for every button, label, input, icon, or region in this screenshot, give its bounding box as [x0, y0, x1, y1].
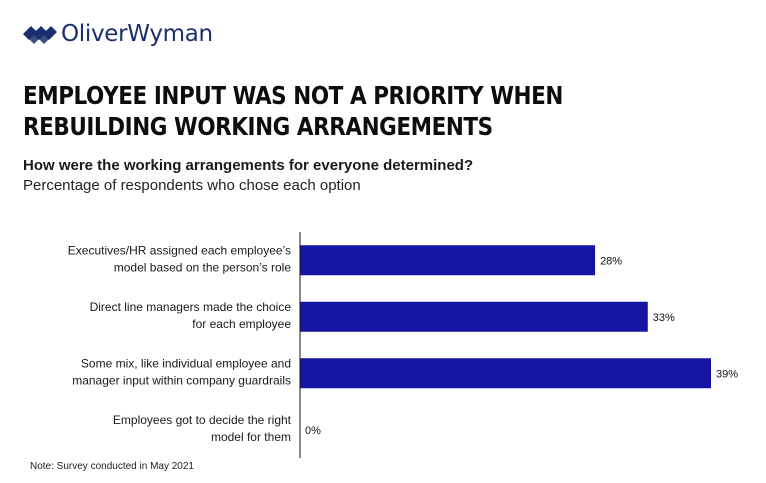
- category-label-line: model based on the person’s role: [114, 260, 292, 274]
- category-label-line: Employees got to decide the right: [113, 413, 292, 427]
- bar: [300, 358, 711, 389]
- brand-name: OliverWyman: [61, 21, 213, 47]
- category-label: Employees got to decide the right model f…: [113, 413, 292, 444]
- data-label: 28%: [600, 255, 622, 267]
- footnote: Note: Survey conducted in May 2021: [30, 461, 194, 472]
- page-title: EMPLOYEE INPUT WAS NOT A PRIORITY WHEN R…: [23, 81, 563, 141]
- brand-logo: OliverWyman: [23, 18, 213, 50]
- chart-question: How were the working arrangements for ev…: [23, 157, 474, 174]
- chart-subtitle: Percentage of respondents who chose each…: [23, 177, 361, 194]
- category-label-line: model for them: [211, 430, 291, 444]
- category-label-line: Executives/HR assigned each employee’s: [68, 243, 291, 257]
- bar: [300, 245, 596, 276]
- category-label-line: for each employee: [192, 317, 291, 331]
- category-label-line: manager input within company guardrails: [72, 373, 291, 387]
- category-label-line: Direct line managers made the choice: [90, 300, 292, 314]
- category-label-line: Some mix, like individual employee and: [81, 356, 291, 370]
- data-label: 33%: [653, 312, 675, 324]
- category-label: Executives/HR assigned each employee’s mo…: [68, 243, 292, 274]
- bar: [300, 301, 648, 332]
- category-label: Some mix, like individual employee and ma…: [72, 356, 291, 387]
- category-label: Direct line managers made the choice for …: [90, 300, 292, 331]
- data-label: 0%: [305, 425, 321, 437]
- data-label: 39%: [716, 368, 738, 380]
- oliver-wyman-logo-icon: [23, 26, 57, 44]
